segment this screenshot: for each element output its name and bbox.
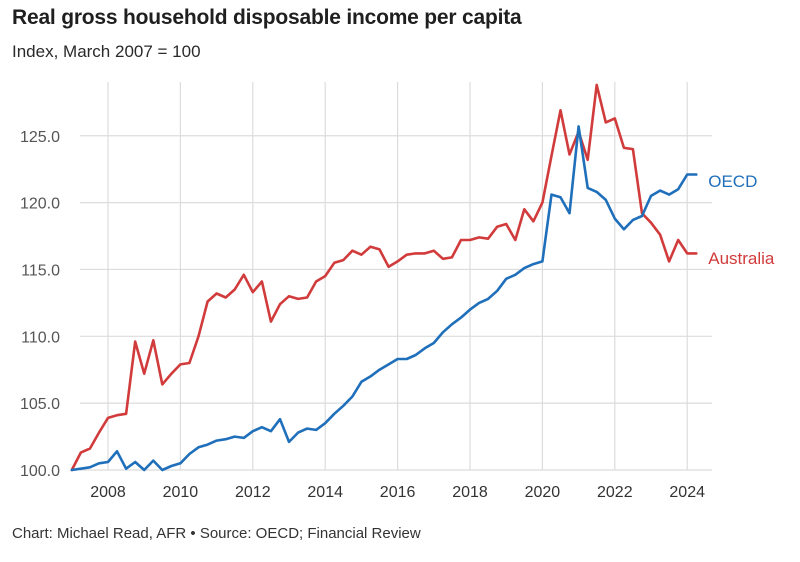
series-lines: [70, 83, 698, 472]
series-labels: OECD Australia: [708, 172, 775, 268]
x-tick-label: 2022: [597, 484, 633, 501]
y-tick-label: 115.0: [21, 262, 60, 279]
y-tick-label: 120.0: [20, 196, 60, 213]
x-tick-label: 2010: [163, 484, 199, 501]
y-tick-label: 105.0: [20, 396, 60, 413]
series-line-oecd: [70, 125, 698, 472]
y-axis-ticks: 100.0 105.0 110.0 115.0 120.0 125.0: [20, 129, 60, 480]
series-line-australia: [70, 83, 698, 472]
x-tick-label: 2014: [307, 484, 343, 501]
x-tick-label: 2012: [235, 484, 271, 501]
x-axis-ticks: 2008 2010 2012 2014 2016 2018 2020 2022 2024: [90, 484, 705, 501]
x-tick-label: 2020: [525, 484, 561, 501]
chart-subtitle: Index, March 2007 = 100: [12, 42, 201, 61]
x-tick-label: 2024: [669, 484, 705, 501]
gridlines: [80, 82, 712, 471]
chart-title: Real gross household disposable income p…: [12, 6, 522, 29]
x-tick-label: 2008: [90, 484, 126, 501]
x-tick-label: 2018: [452, 484, 488, 501]
series-label-australia: Australia: [708, 249, 775, 268]
y-tick-label: 125.0: [20, 129, 60, 146]
y-tick-label: 110.0: [21, 329, 60, 346]
x-tick-label: 2016: [380, 484, 416, 501]
y-tick-label: 100.0: [20, 463, 60, 480]
source-note: Chart: Michael Read, AFR • Source: OECD;…: [12, 525, 421, 542]
series-label-oecd: OECD: [708, 172, 757, 191]
